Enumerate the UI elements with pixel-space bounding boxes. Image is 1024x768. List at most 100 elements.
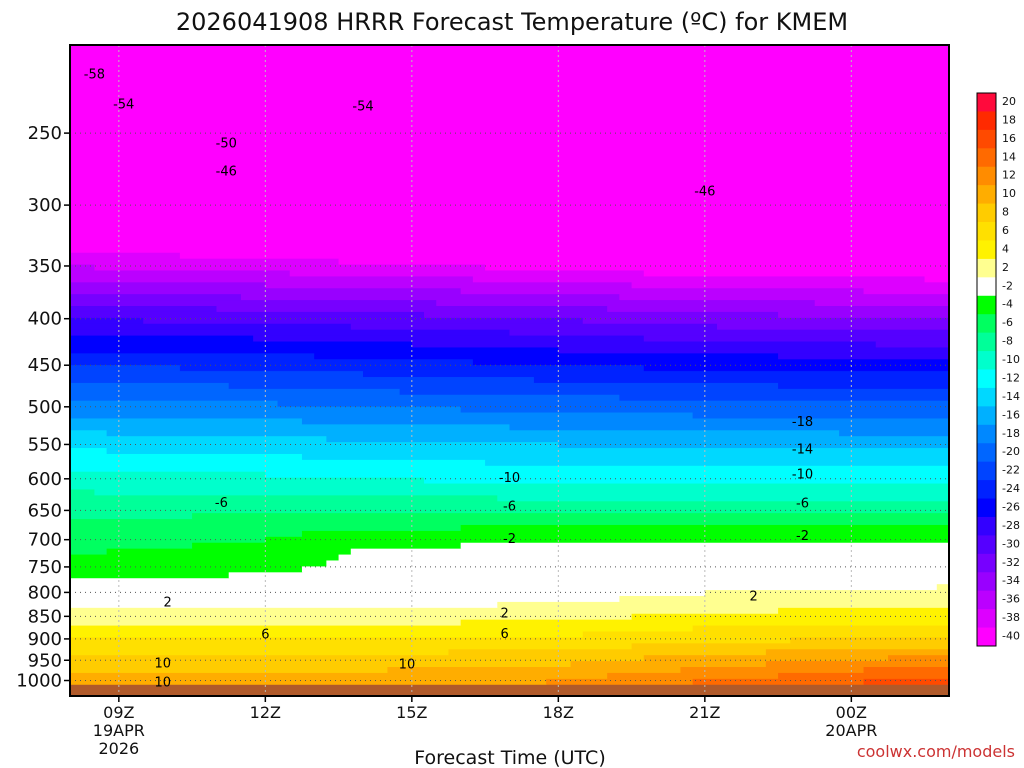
field-cell xyxy=(70,565,303,573)
field-cell xyxy=(70,666,389,673)
field-cell xyxy=(70,98,949,105)
field-cell xyxy=(240,293,620,301)
field-cell xyxy=(70,512,193,520)
field-cell xyxy=(70,92,949,99)
contour-label: -6 xyxy=(503,500,516,515)
colorbar-swatch xyxy=(977,480,996,500)
x-tick-label: 19APR xyxy=(93,721,145,740)
colorbar-swatch xyxy=(977,461,996,481)
field-cell xyxy=(717,323,949,330)
field-cell xyxy=(692,624,949,632)
field-cell xyxy=(497,494,949,502)
field-cell xyxy=(70,370,364,378)
colorbar-label: -6 xyxy=(1002,316,1013,329)
field-cell xyxy=(558,441,949,449)
colorbar-swatch xyxy=(977,351,996,370)
contour-label: 6 xyxy=(261,628,269,643)
colorbar-swatch xyxy=(977,240,996,260)
colorbar-label: 18 xyxy=(1002,113,1016,126)
field-cell xyxy=(70,506,949,514)
credit-text: coolwx.com/models xyxy=(857,742,1015,761)
contour-label: 2 xyxy=(164,596,172,611)
colorbar-legend: 20 18 16 14 12 10 8 6 4 2 -2 -4 -6 -8 -10 -12 -14 -16 -18 -… xyxy=(976,92,1020,647)
colorbar-label: -8 xyxy=(1002,335,1013,348)
field-cell xyxy=(558,346,949,354)
field-cell xyxy=(70,524,462,531)
colorbar-label: -34 xyxy=(1002,574,1020,587)
field-cell xyxy=(411,340,877,348)
colorbar-label: -26 xyxy=(1002,501,1020,514)
field-cell xyxy=(70,169,949,176)
colorbar-label: 14 xyxy=(1002,150,1016,163)
colorbar-label: -4 xyxy=(1002,298,1013,311)
colorbar-swatch xyxy=(977,443,996,463)
field-cell xyxy=(619,293,949,301)
field-cell xyxy=(70,210,949,218)
field-cell xyxy=(70,62,949,70)
field-cell xyxy=(70,435,327,443)
field-cell xyxy=(70,388,401,395)
colorbar-swatch xyxy=(977,369,996,389)
contour-label: -58 xyxy=(84,68,105,83)
y-tick-label: 500 xyxy=(28,397,62,418)
field-cell xyxy=(778,352,949,360)
field-cell xyxy=(70,358,474,366)
contour-label: -54 xyxy=(352,99,373,114)
field-cell xyxy=(424,311,779,318)
colorbar-swatch xyxy=(977,148,996,168)
colorbar-swatch xyxy=(977,129,996,149)
field-cell xyxy=(70,630,584,638)
contour-label: -54 xyxy=(113,98,134,113)
field-cell xyxy=(70,583,938,591)
field-cell xyxy=(192,512,949,520)
y-tick-label: 350 xyxy=(28,256,62,277)
field-cell xyxy=(643,269,949,277)
colorbar-swatch xyxy=(977,498,996,518)
contour-label: -6 xyxy=(215,496,228,511)
colorbar-swatch xyxy=(977,93,996,112)
y-tick-label: 1000 xyxy=(16,671,62,692)
x-tick-label: 20APR xyxy=(825,721,877,740)
field-cell xyxy=(399,388,949,395)
field-cell xyxy=(533,376,949,383)
colorbar-label: -24 xyxy=(1002,482,1020,495)
field-cell xyxy=(924,275,949,283)
field-cell xyxy=(70,518,949,525)
y-tick-label: 900 xyxy=(28,629,62,650)
field-cell xyxy=(70,116,949,123)
colorbar-label: 20 xyxy=(1002,95,1016,108)
field-cell xyxy=(179,364,645,372)
colorbar-swatch xyxy=(977,424,996,444)
colorbar-swatch xyxy=(977,295,996,315)
field-cell xyxy=(106,429,840,437)
colorbar-swatch xyxy=(977,277,996,297)
field-cell xyxy=(70,376,535,383)
field-cell xyxy=(472,358,949,366)
field-cell xyxy=(70,530,303,537)
field-cell xyxy=(70,494,498,502)
x-tick-label: 2026 xyxy=(98,739,139,758)
colorbar-swatch xyxy=(977,185,996,205)
colorbar-swatch xyxy=(977,516,996,536)
y-tick-label: 300 xyxy=(28,195,62,216)
field-cell xyxy=(70,678,547,685)
field-cell xyxy=(607,305,949,312)
field-cell xyxy=(70,601,498,608)
contour-label: -18 xyxy=(792,415,813,430)
field-cell xyxy=(70,684,949,691)
field-cell xyxy=(70,482,949,490)
field-cell xyxy=(106,447,949,454)
field-cell xyxy=(619,595,949,602)
field-cell xyxy=(875,340,949,348)
contour-labels: -58 -54 -54 -50 -46 -46 -18 -14 -10 -10 -6 -6 -6 -2 -2… xyxy=(84,68,813,691)
field-cell xyxy=(301,565,949,573)
field-cell xyxy=(692,678,865,685)
field-cell xyxy=(70,281,266,289)
field-cell xyxy=(70,151,949,159)
colorbar-swatch xyxy=(977,222,996,241)
field-cell xyxy=(70,311,425,318)
colorbar-label: -18 xyxy=(1002,427,1020,440)
field-cell xyxy=(70,216,949,224)
